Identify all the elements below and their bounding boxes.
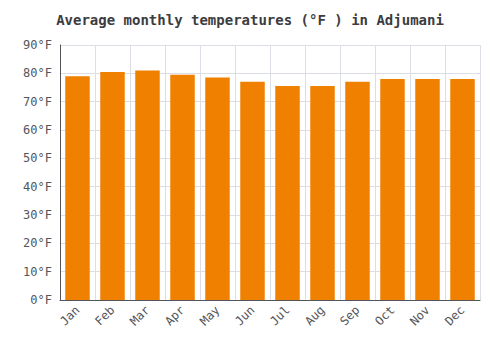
svg-text:10°F: 10°F xyxy=(23,265,52,279)
svg-text:Jul: Jul xyxy=(267,303,292,328)
svg-text:90°F: 90°F xyxy=(23,38,52,52)
svg-text:60°F: 60°F xyxy=(23,123,52,137)
svg-text:Jan: Jan xyxy=(57,303,82,328)
svg-text:Nov: Nov xyxy=(407,303,432,328)
svg-text:70°F: 70°F xyxy=(23,95,52,109)
svg-text:50°F: 50°F xyxy=(23,151,52,165)
svg-text:0°F: 0°F xyxy=(30,293,52,307)
svg-text:Apr: Apr xyxy=(162,303,187,328)
svg-text:40°F: 40°F xyxy=(23,180,52,194)
svg-text:Average monthly temperatures (: Average monthly temperatures (°F ) in Ad… xyxy=(56,12,444,28)
svg-text:Jun: Jun xyxy=(232,303,257,328)
svg-text:30°F: 30°F xyxy=(23,208,52,222)
svg-text:May: May xyxy=(197,303,222,328)
svg-text:Aug: Aug xyxy=(302,303,327,328)
svg-text:20°F: 20°F xyxy=(23,236,52,250)
svg-text:Sep: Sep xyxy=(337,303,362,328)
svg-text:Feb: Feb xyxy=(92,303,117,328)
svg-text:Mar: Mar xyxy=(127,303,152,328)
svg-text:Oct: Oct xyxy=(372,303,397,328)
svg-text:Dec: Dec xyxy=(442,303,467,328)
svg-text:80°F: 80°F xyxy=(23,66,52,80)
